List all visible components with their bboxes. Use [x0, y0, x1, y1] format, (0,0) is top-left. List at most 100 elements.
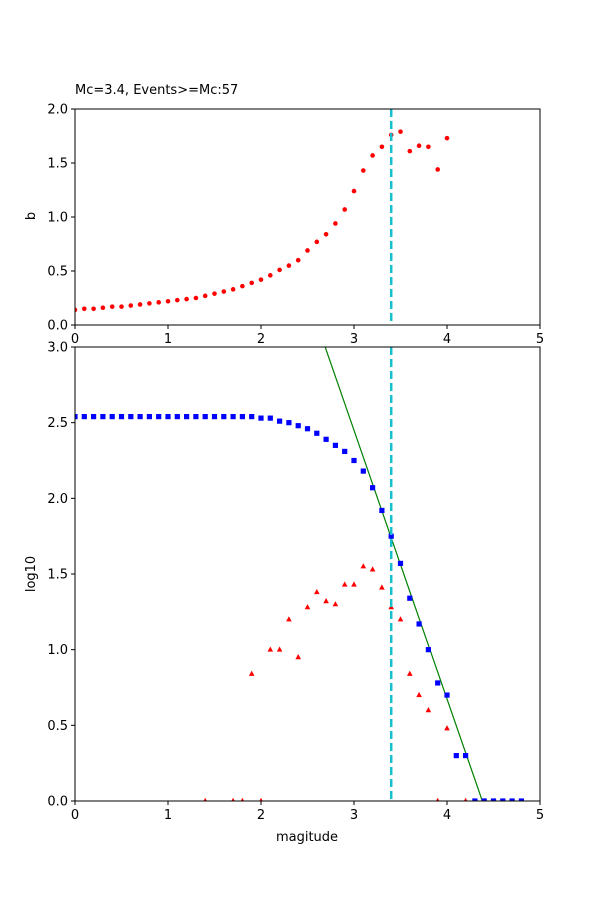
- x-tick-label: 3: [350, 808, 358, 823]
- noncumulative-count-point: [248, 670, 255, 676]
- cumulative-count-point: [174, 414, 180, 420]
- y-tick-label: 1.5: [47, 157, 68, 172]
- cumulative-count-point: [379, 507, 385, 514]
- b-value-point: [212, 291, 217, 296]
- noncumulative-count-point: [286, 616, 292, 622]
- cumulative-count-point: [472, 798, 478, 801]
- noncumulative-count-point: [397, 616, 404, 622]
- noncumulative-count-point: [416, 691, 422, 698]
- cumulative-count-point: [453, 753, 459, 759]
- noncumulative-count-point: [407, 670, 413, 676]
- b-value-point: [249, 280, 254, 286]
- x-tick-label: 1: [164, 808, 172, 823]
- x-tick-label: 1: [164, 332, 172, 347]
- y-tick-label: 2.0: [47, 492, 68, 507]
- log10-plot-area: 0 1 2 3 4 5 0.0 0.5 1.0 1.5 2.0 2.5 3.0: [47, 341, 544, 824]
- cumulative-count-point: [481, 798, 487, 801]
- b-value-point: [109, 304, 115, 309]
- cumulative-count-point: [128, 414, 134, 420]
- b-value-point: [165, 298, 171, 304]
- x-axis-label-magnitude: magitude: [276, 830, 338, 845]
- fit-line: [324, 347, 483, 801]
- y-tick-label: 0.5: [47, 719, 68, 734]
- b-value-point: [156, 300, 161, 305]
- cumulative-count-point: [370, 485, 376, 491]
- cumulative-count-point: [91, 414, 97, 420]
- b-value-point: [314, 239, 320, 245]
- noncumulative-count-point: [341, 581, 348, 587]
- cumulative-count-point: [137, 414, 143, 420]
- noncumulative-count-point: [379, 584, 385, 590]
- plot-marks: [75, 347, 524, 801]
- noncumulative-count-point: [295, 654, 301, 660]
- b-value-point: [268, 273, 273, 278]
- noncumulative-count-point: [203, 797, 207, 801]
- b-value-point: [426, 144, 431, 150]
- y-tick-label: 1.0: [47, 211, 68, 226]
- cumulative-count-point: [118, 414, 125, 420]
- cumulative-count-point: [490, 798, 497, 801]
- noncumulative-count-point: [332, 601, 339, 607]
- b-value-point: [119, 304, 124, 309]
- x-tick-label: 3: [350, 332, 358, 347]
- cumulative-count-point: [360, 468, 366, 474]
- cumulative-count-point: [156, 414, 162, 420]
- b-value-point: [240, 283, 245, 289]
- noncumulative-count-point: [369, 566, 376, 572]
- b-value-point: [323, 231, 329, 237]
- x-tick-label: 5: [536, 808, 544, 823]
- cumulative-count-point: [351, 457, 357, 464]
- cumulative-count-point: [388, 533, 394, 539]
- b-value-point: [184, 296, 189, 302]
- b-plot-area: 0 1 2 3 4 5 0.0 0.5 1.0 1.5 2.0: [47, 103, 544, 348]
- b-value-point: [342, 207, 348, 212]
- noncumulative-count-point: [267, 646, 274, 652]
- b-value-point: [351, 188, 357, 194]
- cumulative-count-point: [295, 423, 301, 429]
- noncumulative-count-point: [444, 725, 450, 731]
- cumulative-count-point: [81, 414, 87, 420]
- cumulative-count-point: [165, 414, 171, 420]
- cumulative-count-point: [500, 798, 506, 801]
- b-value-point: [370, 153, 375, 158]
- x-tick-label: 5: [536, 332, 544, 347]
- cumulative-count-point: [221, 414, 227, 420]
- cumulative-count-point: [304, 426, 311, 432]
- y-tick-label: 2.0: [47, 103, 68, 118]
- y-tick-label: 3.0: [47, 341, 68, 356]
- axes-frame: [74, 108, 541, 326]
- axes-frame: [74, 346, 541, 802]
- noncumulative-count-point: [360, 563, 367, 569]
- x-tick-label: 0: [71, 808, 79, 823]
- noncumulative-count-point: [323, 598, 329, 604]
- noncumulative-count-point: [425, 707, 432, 713]
- noncumulative-count-point: [463, 797, 468, 801]
- cumulative-count-point: [193, 414, 199, 420]
- y-tick-label: 2.5: [47, 416, 68, 431]
- y-tick-label: 0.0: [47, 795, 68, 810]
- y-tick-label: 1.0: [47, 643, 68, 658]
- cumulative-count-point: [314, 430, 320, 436]
- x-tick-label: 0: [71, 332, 79, 347]
- b-value-point: [82, 306, 87, 312]
- b-value-point: [258, 277, 264, 282]
- x-tick-label: 2: [257, 332, 265, 347]
- b-value-point: [147, 301, 152, 306]
- noncumulative-count-point: [276, 646, 283, 652]
- cumulative-count-point: [397, 560, 404, 567]
- b-value-point: [230, 287, 236, 292]
- cumulative-count-point: [332, 442, 338, 448]
- b-value-point: [398, 129, 403, 134]
- y-axis-label-log10: log10: [24, 556, 39, 592]
- noncumulative-count-point: [259, 797, 263, 801]
- cumulative-count-point: [407, 595, 413, 601]
- noncumulative-count-point: [231, 797, 235, 801]
- cumulative-count-point: [239, 414, 245, 420]
- b-value-point: [75, 307, 78, 313]
- b-value-point: [444, 135, 450, 141]
- y-tick-label: 0.0: [47, 319, 68, 334]
- b-value-point: [221, 289, 227, 294]
- cumulative-count-point: [277, 418, 283, 424]
- noncumulative-count-point: [304, 604, 311, 610]
